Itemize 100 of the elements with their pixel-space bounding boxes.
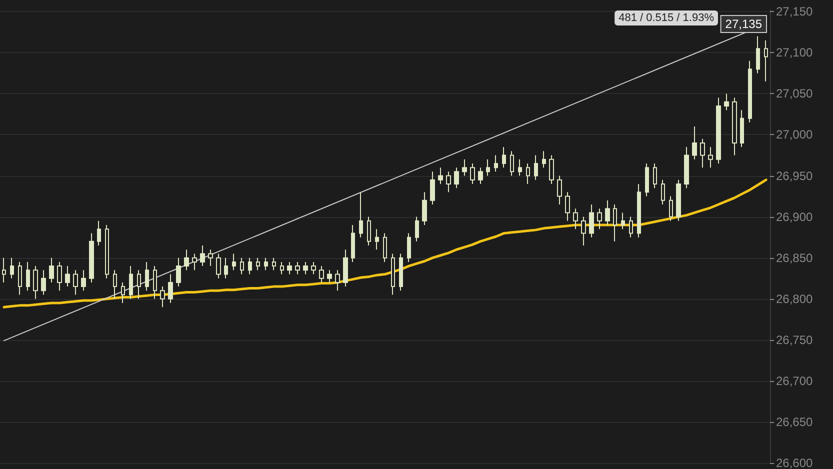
candlestick — [280, 261, 284, 275]
candlestick — [740, 110, 744, 148]
candlestick — [383, 232, 387, 262]
candlestick — [113, 270, 117, 300]
candlestick — [57, 261, 62, 292]
candlestick — [716, 97, 721, 164]
y-tick-label: 27,100 — [776, 46, 814, 60]
y-tick-label: 26,700 — [776, 374, 814, 388]
candlestick — [33, 266, 38, 300]
candlestick — [454, 167, 459, 189]
candlestick — [240, 257, 244, 275]
candlestick — [351, 224, 355, 262]
candlestick — [407, 232, 411, 262]
candlestick — [549, 154, 554, 184]
candlestick — [502, 146, 506, 168]
candlestick — [399, 253, 403, 292]
candlestick — [430, 171, 435, 205]
candlestick — [375, 228, 379, 250]
candlestick — [41, 270, 46, 296]
candlestick — [526, 162, 530, 184]
candlestick — [764, 40, 768, 82]
candlestick — [557, 175, 562, 205]
candlestick — [605, 200, 610, 226]
candlestick — [264, 257, 268, 271]
candlestick — [708, 146, 713, 168]
candlestick — [65, 266, 70, 288]
candlestick — [391, 253, 395, 296]
annotation: 481 / 0.515 / 1.93% — [618, 12, 714, 24]
candlestick — [661, 179, 665, 205]
candlestick — [756, 36, 760, 74]
candlestick — [137, 270, 141, 300]
candlestick — [518, 158, 522, 176]
y-tick-label: 26,750 — [776, 332, 814, 347]
y-tick-label: 27,150 — [776, 4, 814, 19]
candlestick — [692, 126, 697, 160]
candlestick — [153, 266, 157, 300]
candlestick — [89, 232, 94, 283]
candlestick — [470, 162, 475, 184]
candlestick — [216, 253, 221, 279]
candlestick — [73, 270, 78, 296]
annotation: 27,135 — [725, 16, 762, 31]
candlestick — [621, 212, 625, 230]
candlestick — [581, 216, 586, 246]
candlestick — [597, 208, 602, 230]
candlestick — [168, 274, 173, 304]
candlestick — [145, 261, 149, 292]
y-tick-label: 26,650 — [776, 414, 814, 429]
candlestick — [367, 216, 371, 246]
y-tick-label: 27,000 — [776, 128, 814, 142]
candlestick — [422, 192, 427, 226]
candlestick — [629, 216, 633, 238]
candlestick — [2, 257, 6, 283]
candlestick — [542, 150, 546, 168]
candlestick — [613, 204, 617, 242]
candlestick — [287, 261, 292, 275]
candlestick — [208, 249, 213, 267]
candlestick — [486, 158, 490, 176]
candlestick — [700, 138, 705, 168]
candlestick — [327, 270, 332, 283]
candlestick — [184, 249, 189, 271]
candlestick — [81, 270, 86, 292]
candlestick — [565, 192, 570, 222]
candlestick — [478, 167, 483, 184]
candlestick — [248, 257, 252, 275]
candlestick — [18, 261, 22, 296]
candlestick — [49, 257, 54, 283]
candlestick — [303, 261, 308, 275]
candlestick — [10, 257, 14, 279]
candlestick — [311, 261, 316, 275]
candlestick — [653, 162, 657, 189]
y-tick-label: 26,800 — [776, 292, 814, 306]
candlestick — [732, 97, 737, 156]
candlestick — [26, 261, 30, 292]
candlestick — [160, 286, 165, 308]
y-tick-label: 27,050 — [776, 86, 814, 101]
candlestick — [645, 162, 649, 197]
candlestick — [121, 282, 125, 304]
candlestick — [573, 208, 578, 230]
candlestick — [272, 257, 276, 271]
y-tick-label: 26,950 — [776, 168, 814, 183]
candlestick — [676, 179, 681, 222]
y-tick-label: 26,600 — [776, 456, 814, 469]
candlestick — [462, 158, 467, 176]
candlestick — [232, 253, 236, 271]
candlestick — [129, 266, 133, 300]
candlestick — [359, 192, 363, 238]
candlestick — [192, 253, 197, 271]
candlestick — [494, 154, 498, 172]
candlestick — [510, 150, 514, 176]
candlestick — [446, 171, 451, 193]
candlestick — [224, 257, 228, 279]
y-tick-label: 26,900 — [776, 210, 814, 224]
candlestick — [415, 216, 419, 242]
candlestick — [105, 224, 109, 279]
candlestick — [637, 183, 641, 238]
candlestick — [748, 60, 752, 123]
candlestick — [97, 220, 101, 246]
candlestick — [176, 257, 181, 288]
candlestick — [200, 245, 205, 267]
candlestick — [724, 93, 729, 111]
